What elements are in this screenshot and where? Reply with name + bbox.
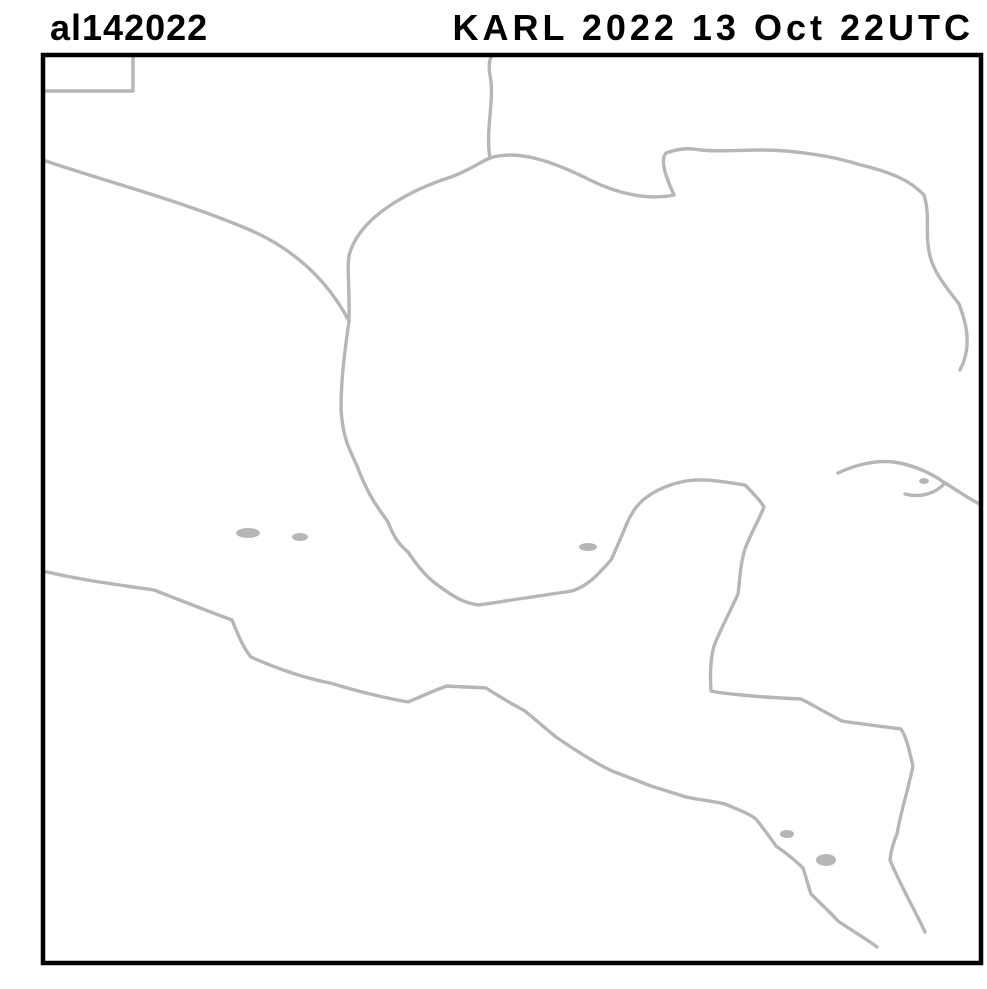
lake <box>816 854 836 866</box>
lake <box>292 533 308 541</box>
cuba-coast <box>836 459 979 506</box>
lake <box>780 830 794 838</box>
lake <box>236 528 260 538</box>
map-frame <box>40 52 984 966</box>
map-title: KARL 2022 13 Oct 22UTC <box>452 7 974 48</box>
us-gulf-coast <box>346 147 969 372</box>
river-line <box>486 57 494 160</box>
lake <box>579 543 597 551</box>
storm-id-title: al142022 <box>50 7 208 48</box>
cuba-south-coast <box>903 481 947 498</box>
rio-grande-line <box>45 158 351 323</box>
state-border-line <box>45 57 135 93</box>
coastlines <box>45 57 979 949</box>
pacific-coast <box>45 569 879 949</box>
mexico-gulf-coast <box>339 319 927 934</box>
island <box>919 478 929 484</box>
